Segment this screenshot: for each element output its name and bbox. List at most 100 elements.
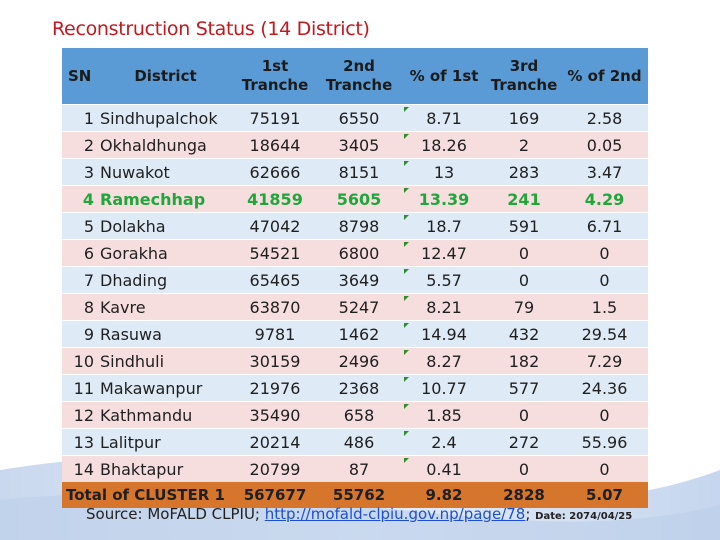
- cell-1st-tranche: 20799: [233, 455, 317, 482]
- cell-pct-of-2nd-value: 24.36: [581, 378, 628, 398]
- cell-sn-value: 14: [73, 459, 94, 479]
- cell-district: Dhading: [98, 266, 233, 294]
- cell-district-value: Bhaktapur: [100, 459, 184, 479]
- error-tick-icon: [404, 350, 409, 355]
- table-row: 8 Kavre 63870 5247 8.21 79 1.5: [62, 293, 648, 321]
- cell-sn: 4: [62, 185, 98, 213]
- cell-3rd-tranche: 79: [487, 293, 561, 321]
- reconstruction-table-container: SN District 1st Tranche 2nd Tranche % of…: [62, 48, 648, 508]
- header-sn: SN: [62, 48, 98, 105]
- cell-pct-of-2nd-value: 0: [599, 243, 610, 263]
- cell-1st-tranche-value: 9781: [254, 324, 296, 344]
- cell-district: Kathmandu: [98, 401, 233, 429]
- cell-pct-of-1st: 8.21: [401, 293, 487, 321]
- cell-2nd-tranche-value: 3405: [338, 135, 380, 155]
- cell-pct-of-2nd-value: 1.5: [591, 297, 618, 317]
- error-tick-icon: [404, 323, 409, 328]
- cell-pct-of-2nd: 1.5: [561, 293, 648, 321]
- header-1st-tranche: 1st Tranche: [233, 48, 317, 105]
- cell-3rd-tranche: 432: [487, 320, 561, 348]
- cell-district-value: Nuwakot: [100, 162, 170, 182]
- cell-3rd-tranche-value: 272: [508, 432, 540, 452]
- table-row: 2 Okhaldhunga 18644 3405 18.26 2 0.05: [62, 131, 648, 159]
- cell-2nd-tranche-value: 8798: [338, 216, 380, 236]
- cell-sn-value: 1: [83, 108, 94, 128]
- cell-2nd-tranche-value: 5247: [338, 297, 380, 317]
- cell-district: Sindhuli: [98, 347, 233, 375]
- cell-3rd-tranche: 591: [487, 212, 561, 240]
- table-row: 13 Lalitpur 20214 486 2.4 272 55.96: [62, 428, 648, 456]
- cell-pct-of-1st-value: 1.85: [426, 405, 462, 425]
- cell-district-value: Ramechhap: [100, 189, 206, 209]
- cell-3rd-tranche-value: 182: [508, 351, 540, 371]
- cell-sn-value: 3: [83, 162, 94, 182]
- cell-1st-tranche: 9781: [233, 320, 317, 348]
- cell-sn-value: 4: [82, 189, 94, 209]
- total-1st-tranche: 567677: [233, 482, 317, 508]
- cell-district: Gorakha: [98, 239, 233, 267]
- table-row: 1 Sindhupalchok 75191 6550 8.71 169 2.58: [62, 104, 648, 132]
- cell-sn: 12: [62, 401, 98, 429]
- cell-sn: 13: [62, 428, 98, 456]
- cell-sn-value: 12: [73, 405, 94, 425]
- cell-1st-tranche-value: 63870: [249, 297, 301, 317]
- total-2nd-tranche: 55762: [317, 482, 401, 508]
- cell-2nd-tranche-value: 6550: [338, 108, 380, 128]
- cell-pct-of-1st-value: 2.4: [431, 432, 457, 452]
- cell-pct-of-2nd: 0: [561, 401, 648, 429]
- cell-1st-tranche-value: 47042: [249, 216, 301, 236]
- cell-pct-of-2nd: 55.96: [561, 428, 648, 456]
- cell-pct-of-2nd-value: 7.29: [586, 351, 623, 371]
- cell-2nd-tranche: 8798: [317, 212, 401, 240]
- cell-3rd-tranche-value: 0: [518, 270, 530, 290]
- cell-pct-of-1st-value: 0.41: [426, 459, 462, 479]
- cell-3rd-tranche: 577: [487, 374, 561, 402]
- table-row: 14 Bhaktapur 20799 87 0.41 0 0: [62, 455, 648, 482]
- table-row: 10 Sindhuli 30159 2496 8.27 182 7.29: [62, 347, 648, 375]
- cell-district-value: Dolakha: [100, 216, 166, 236]
- cell-sn-value: 2: [83, 135, 94, 155]
- cell-3rd-tranche: 0: [487, 455, 561, 482]
- header-district: District: [98, 48, 233, 105]
- cell-sn: 9: [62, 320, 98, 348]
- cell-district-value: Sindhupalchok: [100, 108, 218, 128]
- cell-pct-of-1st-value: 14.94: [421, 324, 467, 344]
- cell-district: Dolakha: [98, 212, 233, 240]
- cell-district-value: Gorakha: [100, 243, 168, 263]
- error-tick-icon: [404, 377, 409, 382]
- cell-2nd-tranche-value: 5605: [336, 189, 382, 209]
- cell-pct-of-2nd: 0.05: [561, 131, 648, 159]
- cell-1st-tranche-value: 35490: [249, 405, 301, 425]
- total-pct-of-2nd: 5.07: [561, 482, 648, 508]
- cell-3rd-tranche-value: 432: [508, 324, 540, 344]
- cell-2nd-tranche-value: 658: [343, 405, 375, 425]
- error-tick-icon: [404, 404, 409, 409]
- cell-sn-value: 5: [83, 216, 94, 236]
- cell-3rd-tranche-value: 79: [513, 297, 535, 317]
- cell-2nd-tranche-value: 2368: [338, 378, 380, 398]
- cell-pct-of-2nd: 0: [561, 239, 648, 267]
- cell-pct-of-1st: 18.26: [401, 131, 487, 159]
- cell-pct-of-1st: 13: [401, 158, 487, 186]
- cell-sn: 10: [62, 347, 98, 375]
- cell-sn-value: 6: [83, 243, 94, 263]
- cell-pct-of-2nd: 0: [561, 455, 648, 482]
- cell-district: Makawanpur: [98, 374, 233, 402]
- source-link[interactable]: http://mofald-clpiu.gov.np/page/78: [264, 505, 526, 523]
- cell-2nd-tranche: 6800: [317, 239, 401, 267]
- cell-1st-tranche-value: 21976: [249, 378, 301, 398]
- header-pct-of-2nd: % of 2nd: [561, 48, 648, 105]
- cell-pct-of-2nd-value: 0: [599, 459, 610, 479]
- table-row: 9 Rasuwa 9781 1462 14.94 432 29.54: [62, 320, 648, 348]
- cell-district: Ramechhap: [98, 185, 233, 213]
- cell-2nd-tranche: 1462: [317, 320, 401, 348]
- table-row: 6 Gorakha 54521 6800 12.47 0 0: [62, 239, 648, 267]
- cell-pct-of-1st: 18.7: [401, 212, 487, 240]
- cell-2nd-tranche: 658: [317, 401, 401, 429]
- source-date: Date: 2074/04/25: [535, 511, 633, 522]
- table-row: 12 Kathmandu 35490 658 1.85 0 0: [62, 401, 648, 429]
- cell-district-value: Okhaldhunga: [100, 135, 207, 155]
- cell-1st-tranche-value: 65465: [249, 270, 301, 290]
- error-tick-icon: [404, 134, 409, 139]
- cell-1st-tranche-value: 62666: [249, 162, 301, 182]
